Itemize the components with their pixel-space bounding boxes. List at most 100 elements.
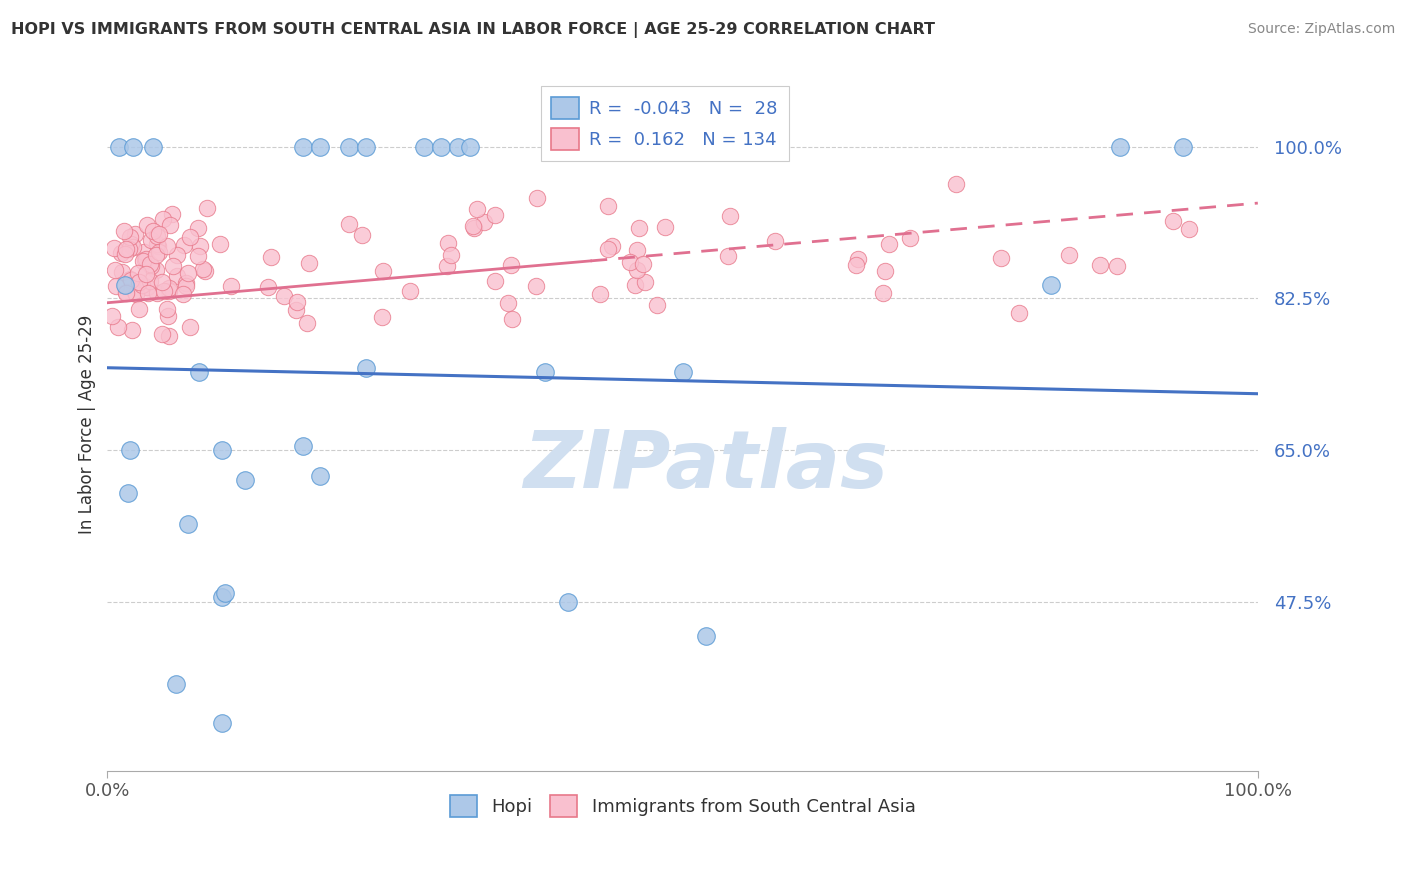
Point bbox=[1088, 258, 1111, 272]
Point bbox=[120, 230, 142, 244]
Point bbox=[110, 245, 132, 260]
Point bbox=[484, 274, 506, 288]
Point bbox=[291, 439, 314, 453]
Text: HOPI VS IMMIGRANTS FROM SOUTH CENTRAL ASIA IN LABOR FORCE | AGE 25-29 CORRELATIO: HOPI VS IMMIGRANTS FROM SOUTH CENTRAL AS… bbox=[11, 22, 935, 38]
Point bbox=[141, 233, 163, 247]
Point bbox=[150, 327, 173, 342]
Point bbox=[1039, 278, 1062, 293]
Point bbox=[458, 140, 481, 154]
Point bbox=[187, 249, 209, 263]
Point bbox=[135, 252, 157, 266]
Point bbox=[173, 237, 195, 252]
Point bbox=[128, 302, 150, 317]
Point bbox=[118, 271, 141, 285]
Point bbox=[875, 263, 897, 277]
Point bbox=[122, 285, 145, 299]
Point bbox=[337, 217, 360, 231]
Point bbox=[309, 140, 332, 154]
Point bbox=[157, 328, 180, 343]
Point bbox=[152, 211, 174, 226]
Point bbox=[717, 249, 740, 263]
Point bbox=[160, 207, 183, 221]
Point bbox=[634, 275, 657, 289]
Point bbox=[187, 221, 209, 235]
Point bbox=[846, 252, 869, 267]
Point bbox=[179, 230, 201, 244]
Point bbox=[124, 227, 146, 241]
Point bbox=[463, 220, 485, 235]
Point bbox=[159, 218, 181, 232]
Point bbox=[112, 224, 135, 238]
Point bbox=[589, 287, 612, 301]
Point bbox=[141, 259, 163, 273]
Point bbox=[146, 285, 169, 300]
Point bbox=[136, 219, 159, 233]
Point bbox=[146, 228, 169, 243]
Point bbox=[211, 591, 233, 605]
Point bbox=[337, 140, 360, 154]
Point bbox=[145, 263, 167, 277]
Point bbox=[146, 237, 169, 252]
Point bbox=[945, 177, 967, 191]
Point bbox=[1171, 140, 1194, 154]
Point bbox=[484, 208, 506, 222]
Point bbox=[139, 258, 162, 272]
Point bbox=[121, 239, 143, 253]
Point bbox=[524, 279, 547, 293]
Point bbox=[879, 236, 901, 251]
Point bbox=[297, 255, 319, 269]
Point bbox=[533, 365, 555, 379]
Point bbox=[156, 301, 179, 316]
Point bbox=[118, 242, 141, 256]
Point bbox=[114, 278, 136, 293]
Point bbox=[295, 316, 318, 330]
Point bbox=[188, 365, 211, 379]
Point bbox=[115, 285, 138, 299]
Point bbox=[127, 266, 149, 280]
Point bbox=[447, 140, 470, 154]
Point bbox=[472, 215, 495, 229]
Point bbox=[221, 278, 243, 293]
Point bbox=[166, 248, 188, 262]
Point bbox=[101, 310, 124, 324]
Point bbox=[654, 220, 676, 235]
Point bbox=[191, 261, 214, 276]
Point bbox=[125, 287, 148, 301]
Point bbox=[309, 469, 332, 483]
Point bbox=[121, 323, 143, 337]
Point bbox=[501, 311, 523, 326]
Point bbox=[136, 280, 159, 294]
Point bbox=[990, 251, 1012, 265]
Point bbox=[399, 284, 422, 298]
Point bbox=[412, 140, 434, 154]
Point bbox=[136, 286, 159, 301]
Point bbox=[208, 236, 231, 251]
Point bbox=[172, 286, 194, 301]
Point bbox=[162, 259, 184, 273]
Point bbox=[436, 235, 458, 250]
Point bbox=[631, 257, 654, 271]
Point bbox=[626, 263, 648, 277]
Point bbox=[557, 595, 579, 609]
Point bbox=[1105, 259, 1128, 273]
Point bbox=[596, 243, 619, 257]
Point bbox=[179, 319, 201, 334]
Point bbox=[430, 140, 453, 154]
Point bbox=[131, 277, 153, 292]
Point bbox=[174, 276, 197, 290]
Point bbox=[898, 231, 921, 245]
Point bbox=[139, 274, 162, 288]
Point bbox=[117, 486, 139, 500]
Point bbox=[257, 280, 280, 294]
Point bbox=[194, 263, 217, 277]
Point bbox=[526, 192, 548, 206]
Point bbox=[104, 262, 127, 277]
Point bbox=[235, 474, 257, 488]
Point bbox=[845, 258, 868, 272]
Point bbox=[354, 140, 377, 154]
Point bbox=[142, 140, 165, 154]
Point bbox=[166, 268, 188, 283]
Point bbox=[104, 278, 127, 293]
Point bbox=[128, 275, 150, 289]
Point bbox=[440, 248, 463, 262]
